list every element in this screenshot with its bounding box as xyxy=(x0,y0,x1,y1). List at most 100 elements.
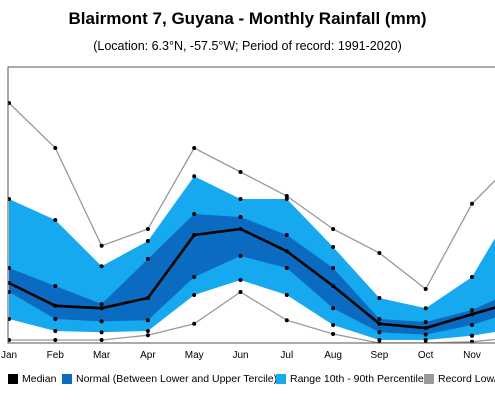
point-upper-tercile-aug xyxy=(331,266,336,270)
point-p90-oct xyxy=(423,306,428,311)
point-lower-tercile-aug xyxy=(331,306,336,311)
point-p10-jun xyxy=(238,278,243,282)
point-median-oct xyxy=(423,326,428,330)
point-p90-mar xyxy=(99,264,104,269)
legend-swatch-median xyxy=(8,374,18,384)
point-p90-nov xyxy=(470,275,474,279)
plot-area xyxy=(8,101,495,343)
point-median-jul xyxy=(284,249,289,254)
legend-swatch-range xyxy=(276,374,286,384)
point-upper-tercile-nov xyxy=(470,308,474,312)
point-lower-tercile-jun xyxy=(238,254,243,258)
point-median-jun xyxy=(238,227,243,231)
point-p10-mar xyxy=(99,330,104,335)
point-record-high-mar xyxy=(99,243,104,248)
point-p10-aug xyxy=(331,323,336,327)
point-record-low-mar xyxy=(99,338,104,342)
point-lower-tercile-oct xyxy=(423,332,428,337)
chart-subtitle: (Location: 6.3°N, -57.5°W; Period of rec… xyxy=(93,39,402,53)
point-record-low-feb xyxy=(53,338,58,342)
point-lower-tercile-sep xyxy=(377,330,382,335)
point-p90-apr xyxy=(145,239,150,243)
point-upper-tercile-may xyxy=(192,212,197,216)
point-lower-tercile-feb xyxy=(53,317,58,321)
x-tick-label-mar: Mar xyxy=(93,350,111,361)
point-record-high-may xyxy=(192,146,197,150)
point-p10-jan xyxy=(8,317,11,321)
median-line xyxy=(8,227,495,330)
point-upper-tercile-sep xyxy=(377,317,382,321)
x-tick-label-oct: Oct xyxy=(418,350,434,361)
point-median-feb xyxy=(53,303,58,308)
point-p90-jun xyxy=(238,197,243,201)
point-p90-jan xyxy=(8,197,11,201)
point-upper-tercile-apr xyxy=(145,257,150,261)
point-p10-sep xyxy=(377,338,382,342)
point-record-high-sep xyxy=(377,251,382,255)
x-tick-label-jun: Jun xyxy=(232,350,248,361)
point-lower-tercile-apr xyxy=(145,318,150,323)
point-record-high-jan xyxy=(8,101,11,105)
point-record-high-oct xyxy=(423,287,428,291)
rainfall-chart: JanFebMarAprMayJunJulAugSepOctNovDec xyxy=(1,66,495,361)
point-median-sep xyxy=(377,321,382,326)
legend-label-normal: Normal (Between Lower and Upper Tercile) xyxy=(76,373,278,385)
x-tick-label-jan: Jan xyxy=(1,350,17,361)
point-record-high-jul xyxy=(284,194,289,198)
legend-swatch-normal xyxy=(62,374,72,384)
x-tick-label-aug: Aug xyxy=(324,350,342,361)
point-record-high-nov xyxy=(470,201,474,206)
point-p90-sep xyxy=(377,296,382,300)
record-high-line xyxy=(8,102,495,290)
point-upper-tercile-jul xyxy=(284,233,289,237)
x-tick-label-may: May xyxy=(185,350,204,361)
point-lower-tercile-may xyxy=(192,275,197,279)
point-p90-aug xyxy=(331,245,336,249)
legend-label-record: Record Low/High xyxy=(438,373,495,385)
point-record-low-jul xyxy=(284,318,289,323)
point-record-high-apr xyxy=(145,227,150,231)
point-lower-tercile-nov xyxy=(470,323,474,327)
point-record-high-aug xyxy=(331,227,336,231)
x-tick-label-jul: Jul xyxy=(280,350,293,361)
point-p90-may xyxy=(192,174,197,179)
point-median-aug xyxy=(331,284,336,288)
point-upper-tercile-jan xyxy=(8,266,11,270)
x-tick-label-sep: Sep xyxy=(371,350,389,361)
point-p10-may xyxy=(192,293,197,297)
point-record-low-nov xyxy=(470,339,474,343)
point-median-may xyxy=(192,233,197,237)
x-tick-label-apr: Apr xyxy=(140,350,156,361)
point-record-low-jun xyxy=(238,290,243,294)
point-record-high-feb xyxy=(53,146,58,150)
legend-item-record: Record Low/High xyxy=(424,373,495,385)
point-p10-jul xyxy=(284,293,289,297)
chart-title: Blairmont 7, Guyana - Monthly Rainfall (… xyxy=(68,9,427,28)
legend-item-normal: Normal (Between Lower and Upper Tercile) xyxy=(62,373,277,385)
point-p90-jul xyxy=(284,197,289,201)
point-p10-oct xyxy=(423,338,428,342)
point-lower-tercile-mar xyxy=(99,319,104,324)
point-median-apr xyxy=(145,296,150,300)
plot-frame xyxy=(7,66,495,344)
point-upper-tercile-feb xyxy=(53,284,58,288)
legend-item-median: Median xyxy=(8,373,56,385)
point-median-mar xyxy=(99,306,104,311)
point-upper-tercile-mar xyxy=(99,302,104,306)
point-record-low-jan xyxy=(8,338,11,342)
x-tick-label-feb: Feb xyxy=(47,350,65,361)
point-median-nov xyxy=(470,312,474,317)
x-tick-label-nov: Nov xyxy=(463,350,481,361)
legend: Median Normal (Between Lower and Upper T… xyxy=(0,373,495,389)
point-median-jan xyxy=(8,281,11,285)
point-upper-tercile-jun xyxy=(238,215,243,219)
point-record-low-may xyxy=(192,321,197,326)
point-record-low-aug xyxy=(331,332,336,336)
legend-item-range: Range 10th - 90th Percentile xyxy=(276,373,424,385)
point-lower-tercile-jul xyxy=(284,266,289,270)
normal-tercile-band xyxy=(9,214,495,335)
point-upper-tercile-oct xyxy=(423,320,428,324)
point-lower-tercile-jan xyxy=(8,290,11,294)
legend-label-median: Median xyxy=(22,373,57,385)
point-p10-nov xyxy=(470,333,474,338)
